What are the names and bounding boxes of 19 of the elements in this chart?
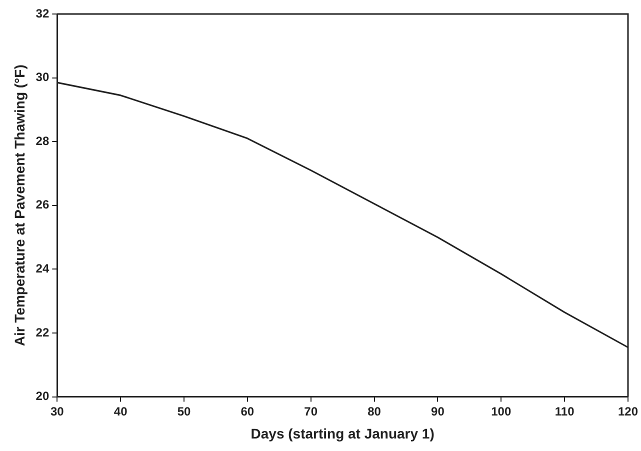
- y-axis-title: Air Temperature at Pavement Thawing (°F): [11, 64, 28, 346]
- y-tick-label: 24: [36, 262, 50, 276]
- y-tick-label: 30: [36, 70, 50, 84]
- y-tick-label: 20: [36, 389, 50, 404]
- y-tick-label: 26: [36, 198, 50, 212]
- y-tick-label: 32: [36, 6, 50, 20]
- x-tick-label: 30: [50, 404, 64, 418]
- x-axis-title: Days (starting at January 1): [250, 425, 434, 442]
- x-tick-label: 110: [554, 404, 575, 418]
- x-tick-label: 80: [368, 404, 382, 418]
- x-tick-label: 70: [304, 404, 318, 418]
- x-tick-label: 120: [618, 404, 638, 418]
- x-tick-label: 40: [114, 404, 128, 418]
- x-tick-label: 90: [431, 404, 445, 418]
- x-tick-label: 100: [491, 404, 512, 418]
- x-tick-label: 60: [240, 404, 254, 418]
- x-tick-label: 50: [177, 404, 191, 418]
- y-tick-label: 22: [36, 325, 50, 340]
- y-tick-label: 28: [36, 134, 50, 148]
